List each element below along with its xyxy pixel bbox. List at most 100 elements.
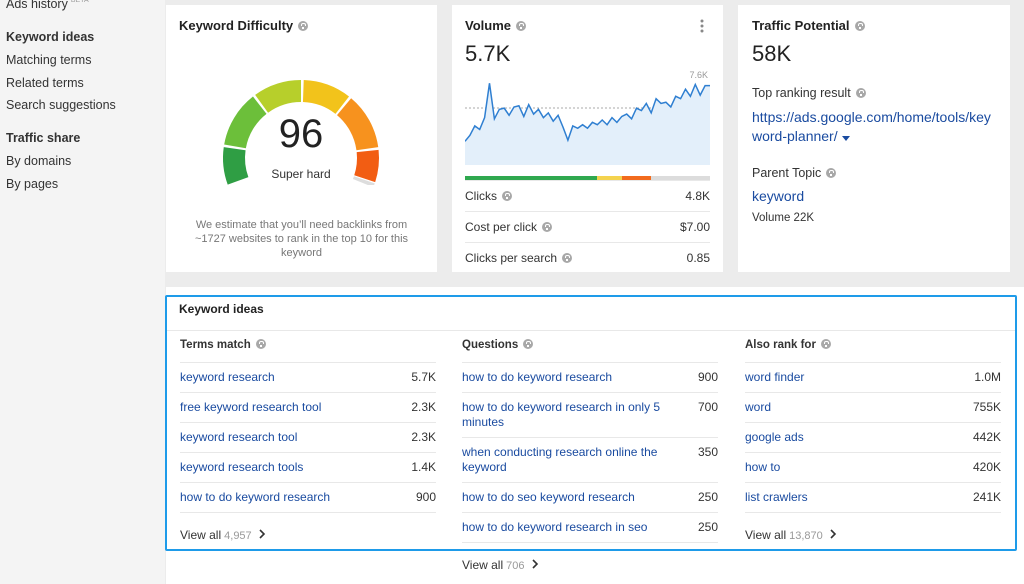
keyword-row: keyword research tool 2.3K [180,423,436,453]
difficulty-note: We estimate that you’ll need backlinks f… [194,219,409,259]
keyword-link[interactable]: word finder [745,370,805,384]
keyword-volume: 2.3K [411,430,436,444]
help-icon[interactable] [516,21,526,31]
sidebar: Ads history BETA Keyword ideas Matching ter… [0,0,165,584]
view-all[interactable]: View all 13,870 [745,513,1001,544]
keyword-volume: 5.7K [411,370,436,384]
keyword-row: how to 420K [745,453,1001,483]
view-all[interactable]: View all 706 [462,543,718,574]
help-icon[interactable] [502,191,512,201]
click-share-bar [597,176,622,180]
view-all[interactable]: View all 4,957 [180,513,436,544]
label-text: Cost per click [465,220,538,234]
keyword-volume: 420K [972,460,1001,474]
view-all-label[interactable]: View all [745,528,787,542]
parent-volume: Volume 22K [752,212,815,224]
view-all-count[interactable]: 13,870 [789,530,823,542]
help-icon[interactable] [298,21,309,31]
keyword-link[interactable]: word [745,400,772,414]
keyword-row: when conducting research online the keyw… [462,438,718,483]
panel-title: Keyword ideas [179,302,264,316]
metric-label: Clicks per search [465,251,573,273]
keyword-row: how to do keyword research 900 [462,363,718,393]
label-text: Clicks per search [465,251,558,265]
gauge-segment [223,147,249,185]
view-all-label[interactable]: View all [462,558,504,572]
metric-row: Cost per click $7.00 [465,211,710,242]
keyword-link[interactable]: how to do keyword research [462,370,613,384]
gauge-segment [354,149,379,183]
menu-icon[interactable] [697,18,707,34]
keyword-volume: 900 [415,490,436,504]
help-icon[interactable] [562,253,573,263]
sidebar-item[interactable]: Related terms [6,75,84,90]
view-all-count[interactable]: 4,957 [224,530,252,542]
view-all-count[interactable]: 706 [506,560,525,572]
view-all-label[interactable]: View all [180,528,222,542]
help-icon[interactable] [820,339,831,349]
keyword-link[interactable]: google ads [745,430,804,444]
keyword-row: google ads 442K [745,423,1001,453]
parent-topic[interactable]: keyword [752,188,805,204]
column-header: Also rank for [745,339,1001,363]
keyword-row: how to do keyword research in only 5 min… [462,393,718,438]
keyword-volume: 250 [697,490,718,504]
metric-row: Clicks per search 0.85 [465,242,710,273]
keyword-link[interactable]: keyword research tool [180,430,298,444]
keyword-link[interactable]: how to do seo keyword research [462,490,635,504]
chevron[interactable] [823,529,839,539]
keyword-link[interactable]: free keyword research tool [180,400,322,414]
gauge-segment [224,96,267,149]
keyword-column: Questions how to do keyword research 900 ho… [462,339,718,574]
sidebar-item[interactable]: Matching terms [6,53,92,67]
help-icon[interactable] [255,339,266,349]
keyword-link[interactable]: how to [745,460,781,474]
sidebar-item[interactable]: Search suggestions [6,98,116,113]
top-result-url[interactable]: https://ads.google.com/home/tools/keywor… [752,108,997,146]
keyword-volume: 350 [697,445,718,459]
keyword-link[interactable]: keyword research [180,370,275,384]
chevron-path [259,529,265,539]
trend-line [465,82,710,143]
dropdown-caret[interactable] [841,135,850,141]
help-icon[interactable] [855,88,866,98]
click-share-bar [622,176,651,180]
top-result-label: Top ranking result [752,86,866,100]
traffic-card: Traffic Potential 58K Top ranking result… [738,5,1010,272]
keyword-row: free keyword research tool 2.3K [180,393,436,423]
url-text[interactable]: https://ads.google.com/home/tools/keywor… [752,109,991,144]
keyword-link[interactable]: how to do keyword research [180,490,331,504]
chevron-path [830,529,836,539]
keyword-row: how to do keyword research in seo 250 [462,513,718,543]
keyword-volume: 700 [697,400,718,414]
title-text: Volume [465,18,511,33]
keyword-link[interactable]: when conducting research online the keyw… [462,445,658,474]
title-text: Traffic Potential [752,18,850,33]
traffic-value: 58K [752,41,792,66]
volume-card: Volume 5.7K 7.6K Clicks 4.8K Cost per clic… [452,5,723,272]
keyword-link[interactable]: keyword research tools [180,460,304,474]
keyword-link[interactable]: how to do keyword research in only 5 min… [462,400,661,429]
sidebar-heading: Traffic share [6,131,81,146]
beta-badge: BETA [70,0,89,4]
keyword-row: word 755K [745,393,1001,423]
chevron[interactable] [252,529,268,539]
column-header: Terms match [180,339,436,363]
sidebar-item[interactable]: By domains [6,154,72,169]
keyword-link[interactable]: how to do keyword research in seo [462,520,648,534]
sidebar-item[interactable]: By pages [6,176,59,191]
help-icon[interactable] [523,339,534,349]
keyword-link[interactable]: list crawlers [745,490,808,504]
chevron[interactable] [525,559,541,569]
difficulty-label: Super hard [271,167,331,181]
help-icon[interactable] [542,222,553,232]
metric-row: Clicks 4.8K [465,180,710,211]
label-text: Parent Topic [752,166,822,180]
sidebar-item[interactable]: Ads history BETA [6,0,89,11]
help-icon[interactable] [854,21,865,31]
help-icon[interactable] [826,168,837,178]
metric-label: Cost per click [465,220,553,242]
item-text[interactable]: Ads history [6,0,68,11]
trend-area [465,83,710,165]
chevron-path [531,559,538,569]
